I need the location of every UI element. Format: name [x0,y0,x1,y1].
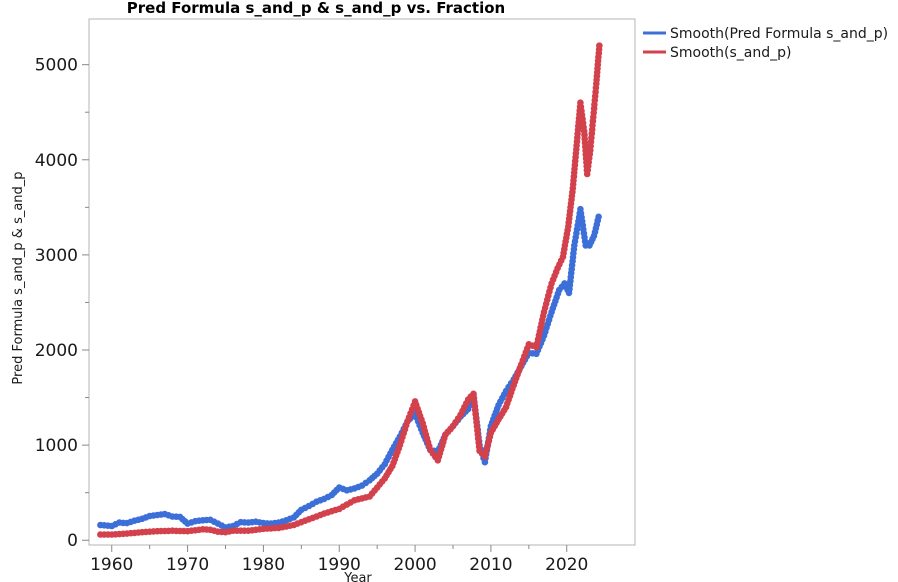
x-tick-label: 1990 [318,555,361,575]
y-tick-label: 5000 [35,56,78,76]
x-axis: 1960 1970 1980 1990 2000 2010 2020 [90,545,588,575]
data-point [595,213,602,221]
x-axis-label: Year [343,571,372,582]
chart-title: Pred Formula s_and_p & s_and_p vs. Fract… [127,0,505,17]
y-tick-label: 4000 [35,151,78,171]
data-point [596,42,603,49]
plot-frame [88,18,636,546]
plot-area [97,42,603,538]
x-tick-label: 2000 [393,555,436,575]
y-tick-label: 1000 [35,436,78,456]
legend-entry: Smooth(Pred Formula s_and_p) [670,26,888,42]
legend: Smooth(Pred Formula s_and_p) Smooth(s_and… [643,26,888,61]
x-tick-label: 2020 [545,555,588,575]
y-tick-label: 2000 [35,341,78,361]
x-tick-label: 1980 [242,555,285,575]
x-tick-label: 1960 [90,555,133,575]
x-tick-label: 2010 [469,555,512,575]
x-tick-label: 1970 [166,555,209,575]
y-axis-label: Pred Formula s_and_p & s_and_p [11,171,26,384]
series-s-and-p [97,42,603,538]
legend-entry: Smooth(s_and_p) [670,45,791,61]
y-tick-label: 0 [67,531,78,551]
y-axis: 0 1000 2000 3000 4000 5000 [35,56,89,551]
y-tick-label: 3000 [35,246,78,266]
